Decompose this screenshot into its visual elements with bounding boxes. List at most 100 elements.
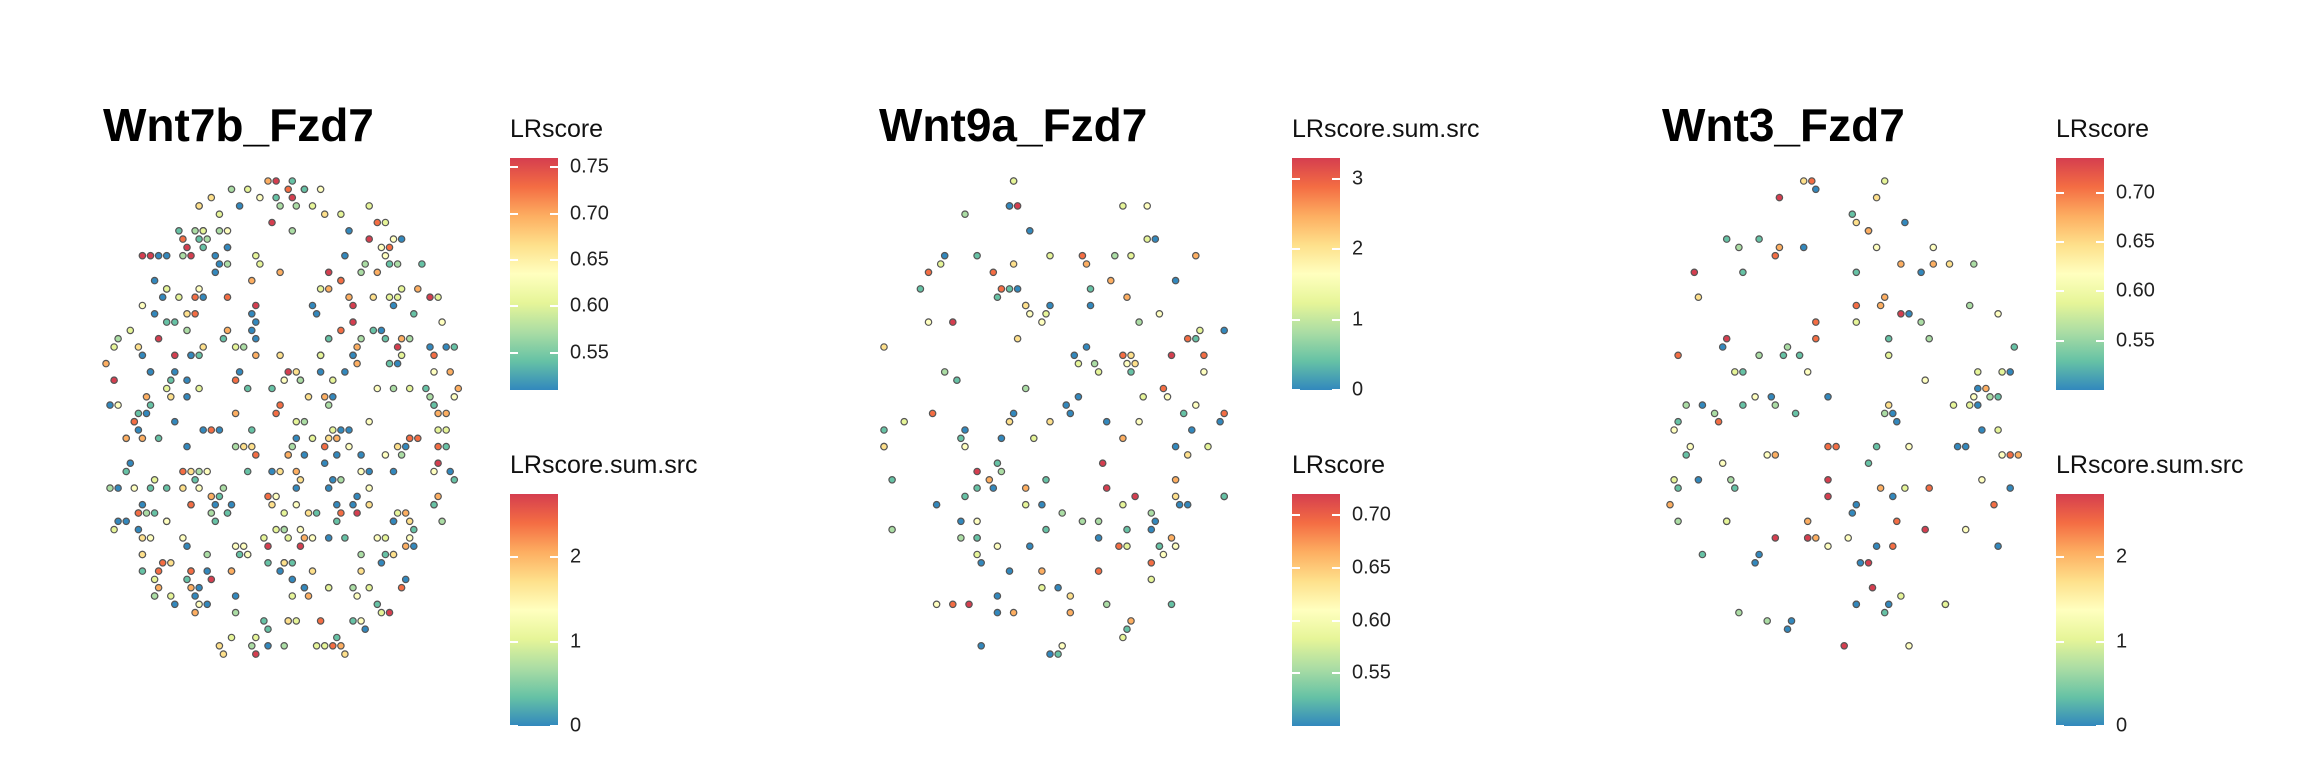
spot-point (316, 351, 325, 360)
spot-point (426, 343, 434, 351)
spot-point (357, 451, 365, 459)
spot-point (1998, 451, 2006, 459)
colorbar-tick (1332, 566, 1340, 569)
panel-wnt7b-fzd7: Wnt7b_Fzd7 LRscore LRscore.sum.src 0.55 0… (0, 0, 768, 768)
spot-point (353, 592, 361, 600)
spot-point (1694, 293, 1703, 302)
colorbar-tick (1292, 248, 1300, 251)
spot-point (993, 542, 1002, 551)
spot-point (126, 459, 135, 468)
colorbar-tick (550, 556, 558, 559)
spot-point (1710, 409, 1719, 418)
spot-point (292, 434, 301, 443)
spot-point (276, 202, 284, 210)
spot-point (401, 509, 410, 517)
spot-point (365, 467, 374, 476)
spot-point (1852, 600, 1861, 609)
spot-point (940, 251, 949, 260)
spot-point (1872, 243, 1881, 252)
spot-point (243, 550, 252, 559)
spot-point (1763, 617, 1772, 625)
spot-point (1102, 484, 1111, 492)
colorbar-tick-label: 0.70 (570, 202, 609, 225)
spot-point (413, 434, 422, 443)
spot-point (1171, 475, 1180, 484)
spot-point (973, 550, 981, 559)
spot-point (397, 351, 406, 360)
colorbar-tick-label: 1 (570, 630, 582, 653)
spot-point (195, 384, 203, 393)
spot-point (1119, 434, 1127, 443)
spot-point (1030, 434, 1038, 443)
colorbar-tick (2096, 556, 2104, 559)
spot-point (1880, 608, 1889, 617)
spot-point (1220, 409, 1229, 418)
spot-point (1127, 617, 1135, 625)
spot-point (215, 641, 224, 650)
colorbar-tick-label: 0.60 (2116, 279, 2155, 302)
spot-point (1143, 202, 1152, 210)
spot-point (187, 351, 195, 360)
spot-point (1167, 351, 1176, 360)
spot-point (223, 260, 232, 268)
spot-point (134, 509, 143, 517)
spot-point (1941, 600, 1950, 609)
spot-point (110, 525, 118, 534)
spot-point (138, 567, 147, 575)
spot-point (1998, 368, 2006, 376)
spot-point (320, 442, 329, 451)
colorbar-tick (550, 351, 558, 354)
spot-point (365, 235, 374, 243)
spot-point (304, 509, 313, 517)
spot-point (1175, 500, 1184, 509)
spot-point (1893, 517, 1901, 526)
spot-point (997, 434, 1006, 443)
spot-point (1872, 442, 1881, 451)
spot-point (349, 318, 357, 326)
spot-point (1690, 268, 1699, 277)
spot-point (162, 484, 171, 492)
spot-point (138, 351, 147, 360)
spot-point (272, 409, 280, 418)
spot-point (1038, 500, 1046, 509)
spot-point (1183, 451, 1192, 459)
spot-point (1179, 409, 1188, 418)
spot-point (167, 376, 175, 385)
spot-point (167, 558, 175, 567)
spot-point (1771, 401, 1780, 409)
spot-point (1171, 276, 1180, 285)
spot-point (239, 343, 248, 351)
spot-point (1021, 301, 1030, 310)
spot-point (138, 500, 147, 509)
spot-point (1151, 517, 1160, 526)
spot-point (1783, 343, 1792, 351)
spot-point (965, 600, 973, 609)
spot-point (381, 251, 390, 260)
spot-point (308, 567, 317, 575)
spot-point (365, 500, 374, 509)
spot-point (231, 442, 240, 451)
spot-point (1123, 293, 1131, 302)
spot-point (337, 210, 345, 219)
colorbar-tick-label: 0.65 (1352, 556, 1391, 579)
spot-point (199, 226, 208, 235)
spot-point (150, 475, 159, 484)
colorbar-tick-label: 0.65 (570, 248, 609, 271)
spot-point (1026, 542, 1034, 551)
spot-point (288, 193, 297, 202)
spot-point (1216, 417, 1224, 426)
spot-point (203, 600, 212, 609)
spot-point (207, 492, 216, 501)
spot-point (134, 426, 143, 434)
spot-point (138, 550, 147, 559)
spot-point (1147, 558, 1156, 567)
spot-point (1735, 243, 1743, 252)
spot-point (280, 641, 289, 650)
spot-point (203, 467, 212, 476)
spot-point (1082, 343, 1091, 351)
spot-point (426, 393, 434, 401)
spot-point (409, 525, 418, 534)
spot-point (1718, 343, 1727, 351)
spot-point (300, 417, 309, 426)
spot-point (1994, 542, 2002, 551)
